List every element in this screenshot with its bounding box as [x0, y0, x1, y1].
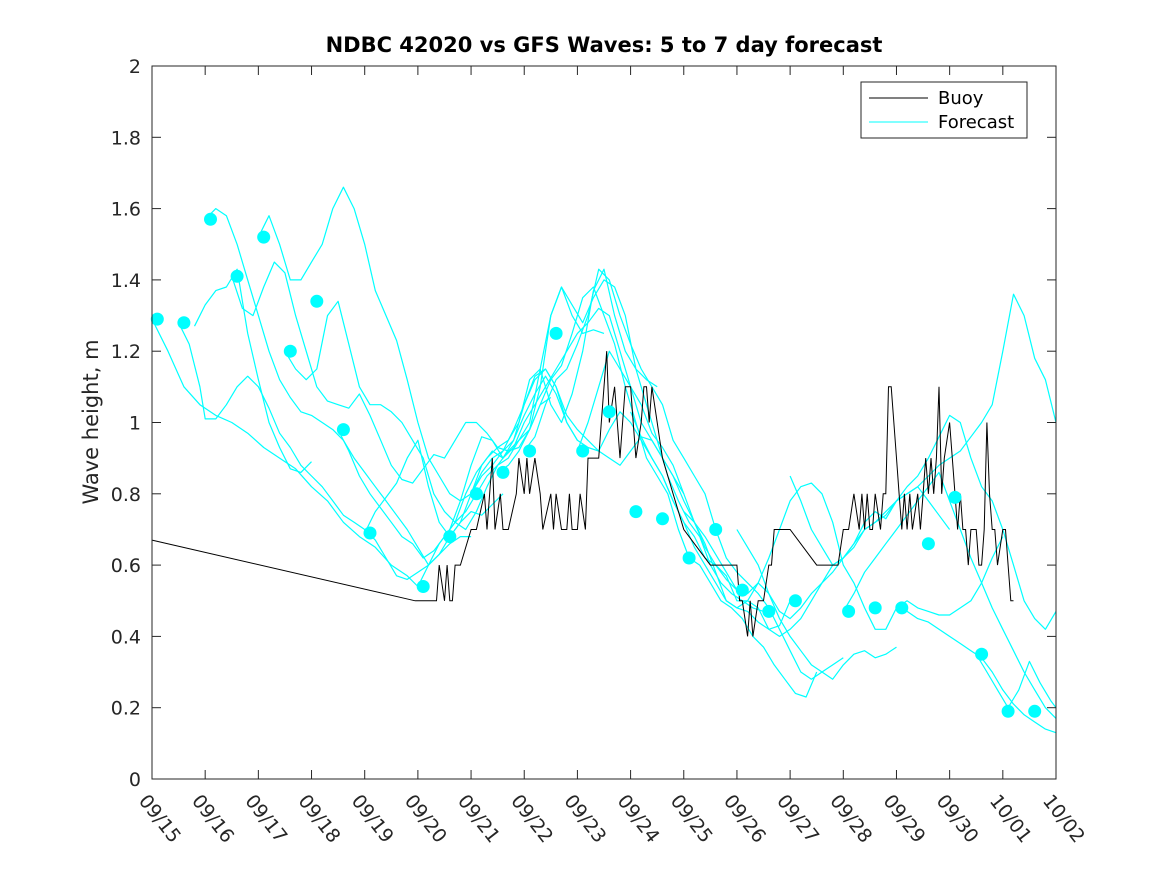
- forecast-line: [178, 322, 472, 581]
- y-axis-label: Wave height, m: [79, 339, 103, 504]
- forecast-dot: [735, 583, 749, 597]
- forecast-dot: [975, 647, 989, 661]
- y-axis-ticks: 0 0.2 0.4 0.6 0.8 1 1.2 1.4 1.6 1.8 2: [111, 56, 1056, 791]
- legend-label-buoy: Buoy: [938, 88, 984, 109]
- forecast-dot: [762, 604, 776, 618]
- forecast-dot: [443, 530, 457, 544]
- forecast-dot: [496, 465, 510, 479]
- forecast-line: [975, 653, 1057, 709]
- forecast-line: [193, 268, 312, 473]
- forecast-dot: [177, 316, 191, 330]
- forecast-dot: [523, 444, 537, 458]
- y-tick-label: 1.2: [111, 341, 141, 363]
- forecast-dot: [150, 312, 164, 326]
- forecast-dot: [283, 344, 297, 358]
- legend-box: [860, 81, 1028, 139]
- forecast-dot: [1028, 704, 1042, 718]
- forecast-dot: [842, 604, 856, 618]
- forecast-dot: [576, 444, 590, 458]
- y-tick-label: 1.8: [111, 127, 141, 149]
- forecast-dot: [656, 512, 669, 526]
- forecast-dot: [257, 230, 271, 244]
- forecast-dot: [868, 601, 882, 615]
- y-tick-label: 2: [129, 56, 141, 78]
- legend-label-forecast: Forecast: [938, 112, 1014, 133]
- legend: Buoy Forecast: [860, 81, 1028, 139]
- forecast-dot: [895, 601, 909, 615]
- forecast-dot: [709, 523, 723, 536]
- plot-area: [152, 66, 1056, 779]
- forecast-dot: [230, 269, 244, 283]
- y-tick-label: 0.4: [111, 626, 141, 648]
- forecast-dot: [602, 405, 616, 419]
- y-tick-label: 0.2: [111, 698, 141, 720]
- forecast-dot: [549, 326, 563, 340]
- forecast-line: [364, 368, 685, 538]
- forecast-dots-layer: [150, 212, 1042, 718]
- forecast-dot: [629, 505, 643, 519]
- forecast-dot: [204, 212, 217, 226]
- buoy-line: [151, 351, 1014, 637]
- forecast-dot: [469, 487, 483, 501]
- forecast-line: [497, 286, 818, 698]
- forecast-dot: [788, 594, 802, 608]
- forecast-dot: [682, 551, 696, 565]
- forecast-line: [523, 268, 844, 680]
- forecast-dot: [416, 580, 430, 593]
- y-tick-label: 1.6: [111, 199, 141, 221]
- forecast-dot: [948, 490, 962, 504]
- forecast-dot: [336, 423, 350, 437]
- chart-title: NDBC 42020 vs GFS Waves: 5 to 7 day fore…: [326, 33, 883, 57]
- forecast-dot: [921, 537, 935, 551]
- y-tick-label: 0.6: [111, 555, 141, 577]
- y-tick-label: 0.8: [111, 484, 141, 506]
- forecast-dot: [1001, 704, 1015, 718]
- forecast-dot: [363, 526, 377, 540]
- y-tick-label: 1.4: [111, 270, 141, 292]
- y-tick-label: 1: [129, 413, 141, 435]
- forecast-line: [789, 414, 1057, 630]
- forecast-line: [337, 268, 658, 559]
- series-layer: [151, 186, 1057, 734]
- forecast-dot: [310, 294, 324, 308]
- forecast-line: [417, 307, 738, 591]
- y-tick-label: 0: [129, 769, 141, 791]
